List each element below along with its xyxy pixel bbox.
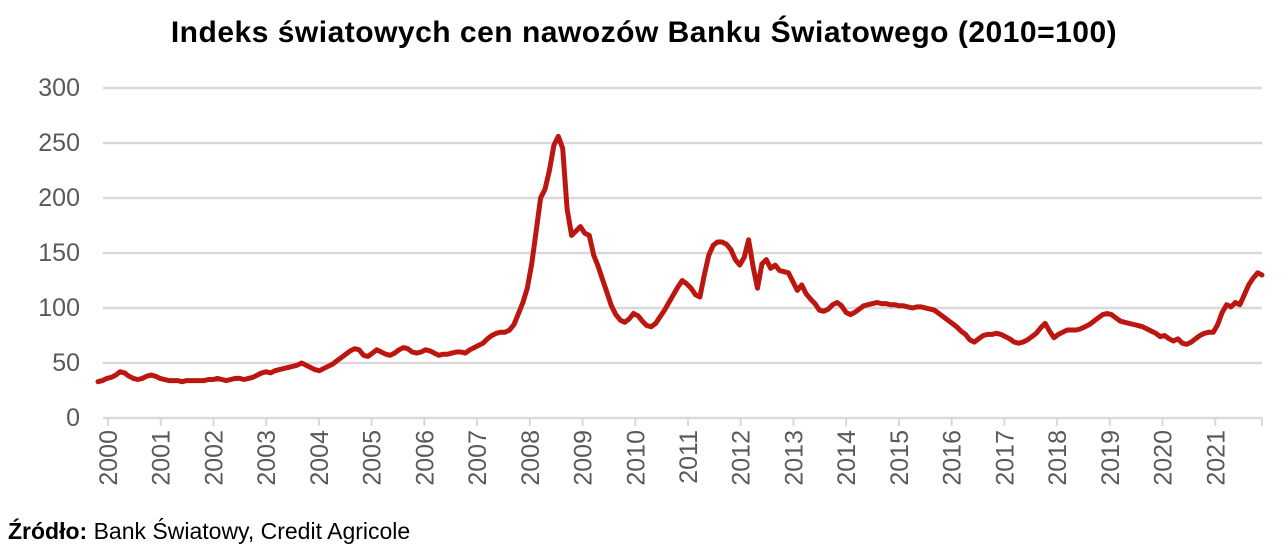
y-tick-label-50: 50 [52,349,80,377]
x-tick-label-2010: 2010 [622,430,650,486]
x-tick-label-2018: 2018 [1044,430,1072,486]
x-axis-ticks [107,418,1263,426]
source-note: Źródło: Bank Światowy, Credit Agricole [8,518,410,545]
y-tick-label-100: 100 [38,294,80,322]
price-line [95,133,1265,385]
x-tick-label-2015: 2015 [886,430,914,486]
x-tick-label-2012: 2012 [728,430,756,486]
x-tick-label-2009: 2009 [570,430,598,486]
chart-title: Indeks światowych cen nawozów Banku Świa… [170,16,1118,49]
x-tick-label-2013: 2013 [781,430,809,486]
source-text: Bank Światowy, Credit Agricole [87,518,411,544]
x-tick-label-2020: 2020 [1150,430,1178,486]
y-tick-label-200: 200 [38,184,80,212]
y-axis-labels: 0 50 100 150 200 250 300 [38,74,80,432]
y-tick-label-300: 300 [38,74,80,102]
x-axis-labels: 2000 2001 2002 2003 2004 2005 2006 2007 2008 2009… [95,430,1230,486]
x-tick-label-2003: 2003 [253,430,281,486]
y-tick-label-0: 0 [66,404,80,432]
x-tick-label-2002: 2002 [201,430,229,486]
x-tick-label-2021: 2021 [1202,430,1230,486]
y-tick-label-250: 250 [38,129,80,157]
x-tick-label-2008: 2008 [517,430,545,486]
x-tick-label-2014: 2014 [833,430,861,486]
x-tick-label-2017: 2017 [991,430,1019,486]
x-tick-label-2011: 2011 [675,430,703,484]
source-label: Źródło: [8,518,88,544]
price-line-series [95,133,1265,385]
x-tick-label-2000: 2000 [95,430,123,486]
x-tick-label-2016: 2016 [939,430,967,486]
y-tick-label-150: 150 [38,239,80,267]
x-tick-label-2006: 2006 [411,430,439,486]
x-tick-label-2001: 2001 [148,430,176,486]
x-tick-label-2019: 2019 [1097,430,1125,486]
x-tick-label-2004: 2004 [306,430,334,486]
x-tick-label-2007: 2007 [464,430,492,486]
x-tick-label-2005: 2005 [359,430,387,486]
